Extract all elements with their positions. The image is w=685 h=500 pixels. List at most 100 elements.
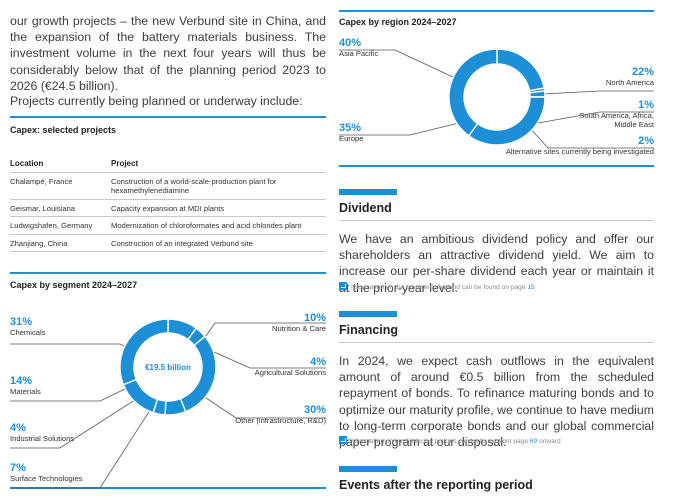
leader-industrial bbox=[10, 397, 139, 449]
region-label-alternative: 2% Alternative sites currently being inv… bbox=[484, 135, 654, 156]
leader-agricultural bbox=[213, 351, 326, 369]
row-location: Zhanjiang, China bbox=[10, 234, 111, 253]
location-header: Location bbox=[10, 155, 111, 173]
region-pct: 35% bbox=[339, 122, 362, 134]
project-header: Project bbox=[111, 155, 326, 173]
leader-nutrition bbox=[205, 322, 326, 337]
row-project: Modernization of chloroformates and acid… bbox=[111, 216, 326, 235]
segment-top-rule bbox=[10, 272, 326, 274]
leader-alternative bbox=[529, 127, 654, 149]
row-location: Geismar, Louisiana bbox=[10, 199, 111, 218]
region-center-label: €19.5 billion bbox=[474, 92, 520, 101]
segment-slice-6 bbox=[119, 318, 169, 386]
projects-header-row: Location Project bbox=[10, 155, 326, 173]
dividend-rule bbox=[339, 220, 654, 221]
region-label-south-america: 1% South America, Africa, Middle East bbox=[556, 99, 654, 130]
segment-slice-5 bbox=[122, 378, 159, 414]
region-label-north-america: 22% North America bbox=[554, 66, 654, 87]
row-location: Chalampé, France bbox=[10, 172, 111, 200]
segment-pct: 31% bbox=[10, 316, 33, 328]
financing-ref-suffix: onward bbox=[537, 438, 561, 445]
page-reference-icon bbox=[339, 282, 347, 290]
segment-pct: 4% bbox=[10, 422, 26, 434]
segment-label-nutrition: 10% Nutrition & Care bbox=[226, 312, 326, 333]
segment-label-industrial: 4% Industrial Solutions bbox=[10, 422, 74, 443]
page-reference-icon bbox=[339, 436, 347, 444]
financing-ref-page-link[interactable]: 69 bbox=[529, 438, 538, 445]
region-slice-4 bbox=[448, 48, 498, 137]
region-name: North America bbox=[605, 78, 654, 87]
region-pct: 1% bbox=[638, 99, 654, 111]
projects-top-rule bbox=[10, 116, 326, 118]
region-pct: 40% bbox=[339, 37, 362, 49]
segment-name: Agricultural Solutions bbox=[254, 368, 326, 377]
region-slice-3 bbox=[467, 96, 546, 146]
table-row: Geismar, Louisiana Capacity expansion at… bbox=[10, 199, 326, 218]
region-slice-2 bbox=[528, 90, 546, 98]
region-name: South America, Africa, Middle East bbox=[579, 111, 654, 130]
segment-chart-title: Capex by segment 2024–2027 bbox=[10, 280, 138, 290]
segment-label-surface: 7% Surface Technologies bbox=[10, 462, 82, 483]
dividend-tag bbox=[339, 189, 397, 195]
region-pct: 22% bbox=[631, 66, 654, 78]
segment-pct: 30% bbox=[303, 404, 326, 416]
leader-north-america bbox=[541, 90, 654, 95]
segment-pct: 10% bbox=[303, 312, 326, 324]
region-chart-title: Capex by region 2024–2027 bbox=[339, 17, 457, 27]
region-name: Alternative sites currently being invest… bbox=[505, 147, 654, 156]
financing-reference: Information on our financing policies ca… bbox=[339, 436, 561, 445]
row-project: Construction of an integrated Verbund si… bbox=[111, 234, 326, 253]
region-bottom-rule bbox=[339, 165, 654, 167]
region-slice-0 bbox=[496, 48, 545, 92]
table-row: Ludwigshafen, Germany Modernization of c… bbox=[10, 216, 326, 235]
dividend-text: We have an ambitious dividend policy and… bbox=[339, 232, 654, 295]
leader-south-america bbox=[537, 111, 654, 124]
row-project: Construction of a world-scale-production… bbox=[111, 172, 326, 200]
table-row: Zhanjiang, China Construction of an inte… bbox=[10, 234, 326, 253]
segment-label-agricultural: 4% Agricultural Solutions bbox=[206, 356, 326, 377]
financing-rule bbox=[339, 342, 654, 343]
region-donut bbox=[448, 48, 546, 146]
segment-label-chemicals: 31% Chemicals bbox=[10, 316, 45, 337]
leader-asia bbox=[339, 49, 456, 79]
region-label-asia: 40% Asia Pacific bbox=[339, 37, 378, 58]
segment-pct: 7% bbox=[10, 462, 26, 474]
segment-slice-2 bbox=[179, 335, 217, 413]
intro-paragraph: our growth projects – the new Verbund si… bbox=[10, 14, 326, 93]
segment-label-materials: 14% Materials bbox=[10, 375, 41, 396]
financing-heading: Financing bbox=[339, 323, 399, 337]
row-location: Ludwigshafen, Germany bbox=[10, 216, 111, 235]
segment-pct: 4% bbox=[310, 356, 326, 368]
region-name: Europe bbox=[339, 134, 364, 143]
segment-center-label: €19.5 billion bbox=[145, 363, 191, 372]
segment-leader-lines bbox=[10, 322, 326, 489]
segment-name: Nutrition & Care bbox=[271, 324, 326, 333]
segment-pct: 14% bbox=[10, 375, 33, 387]
leader-materials bbox=[10, 388, 126, 402]
region-leader-lines bbox=[339, 49, 654, 149]
segment-name: Materials bbox=[10, 387, 41, 396]
row-project: Capacity expansion at MDI plants bbox=[111, 199, 326, 218]
financing-text: In 2024, we expect cash outflows in the … bbox=[339, 354, 654, 450]
region-pct: 2% bbox=[638, 135, 654, 147]
segment-donut bbox=[119, 318, 217, 416]
segment-name: Other (infrastructure, R&D) bbox=[235, 416, 326, 425]
financing-tag bbox=[339, 311, 397, 317]
table-row: Chalampé, France Construction of a world… bbox=[10, 172, 326, 200]
projects-title: Capex: selected projects bbox=[10, 125, 117, 135]
leader-surface bbox=[10, 406, 153, 489]
dividend-heading: Dividend bbox=[339, 201, 392, 215]
region-top-rule bbox=[339, 10, 654, 12]
leader-chemicals bbox=[10, 343, 133, 351]
dividend-ref-page-link[interactable]: 15 bbox=[527, 284, 535, 291]
events-tag bbox=[339, 466, 397, 472]
events-heading: Events after the reporting period bbox=[339, 478, 533, 492]
financing-ref-text: Information on our financing policies ca… bbox=[351, 438, 530, 445]
projects-intro-line: Projects currently being planned or unde… bbox=[10, 94, 303, 108]
segment-bottom-rule bbox=[10, 487, 326, 489]
segment-name: Chemicals bbox=[10, 328, 46, 337]
leader-europe bbox=[339, 120, 468, 136]
leader-other bbox=[202, 395, 326, 419]
projects-table: Location Project Chalampé, France Constr… bbox=[10, 155, 326, 253]
